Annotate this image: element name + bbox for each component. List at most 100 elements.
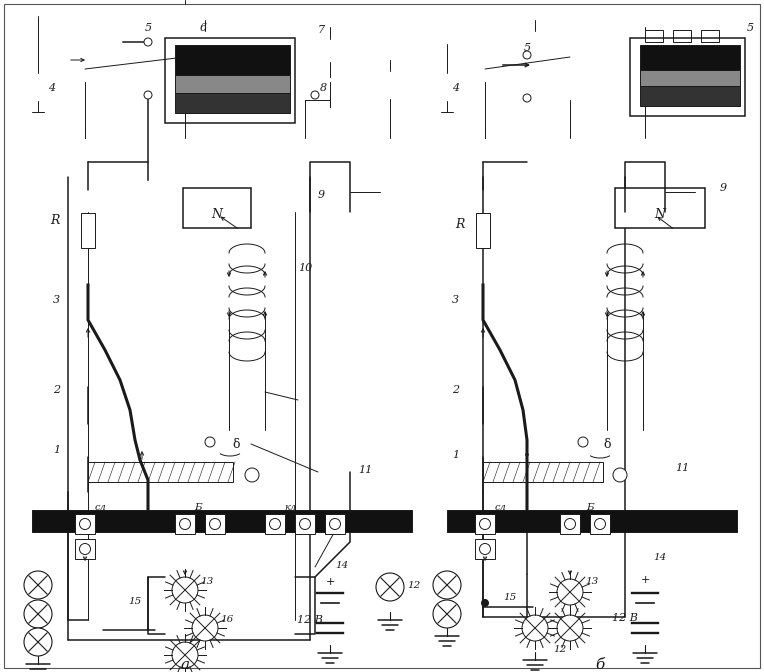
Text: 5: 5 [523, 43, 530, 53]
Bar [183, 188, 251, 228]
Circle shape [192, 615, 218, 641]
Bar [165, 38, 295, 123]
Text: 16: 16 [220, 616, 233, 624]
Text: 11: 11 [358, 465, 372, 475]
Text: б: б [595, 658, 604, 672]
Circle shape [480, 544, 490, 554]
Text: 12 В: 12 В [612, 613, 638, 623]
Bar [645, 30, 663, 42]
Text: 14: 14 [653, 554, 666, 562]
Bar [325, 514, 345, 534]
Text: +: + [640, 575, 649, 585]
Text: 2: 2 [452, 385, 459, 395]
Text: 15: 15 [128, 597, 141, 607]
Bar [265, 514, 285, 534]
Text: сл: сл [494, 503, 506, 513]
Bar [560, 514, 580, 534]
Circle shape [481, 599, 488, 607]
Circle shape [480, 519, 490, 530]
Circle shape [433, 600, 461, 628]
Text: δ: δ [603, 439, 610, 452]
Text: Б: Б [586, 503, 594, 513]
Circle shape [270, 519, 280, 530]
Circle shape [172, 577, 198, 603]
Text: 12: 12 [407, 581, 420, 589]
Circle shape [209, 519, 221, 530]
Bar [630, 38, 745, 116]
Circle shape [329, 519, 341, 530]
Circle shape [299, 519, 310, 530]
Circle shape [523, 51, 531, 59]
Circle shape [433, 571, 461, 599]
Bar [640, 70, 740, 86]
Bar [75, 539, 95, 559]
Bar [475, 514, 495, 534]
Text: а: а [180, 658, 189, 672]
Text: 5: 5 [144, 23, 151, 33]
Text: δ: δ [232, 439, 239, 452]
Text: R: R [455, 218, 465, 231]
Bar [175, 45, 290, 75]
Text: Б: Б [194, 503, 202, 513]
Circle shape [172, 642, 198, 668]
Text: 12: 12 [553, 646, 566, 655]
Bar [673, 30, 691, 42]
Circle shape [205, 437, 215, 447]
Text: R: R [50, 214, 60, 226]
Text: N: N [212, 208, 222, 222]
Text: 15: 15 [503, 593, 516, 603]
Bar [640, 86, 740, 106]
Circle shape [557, 615, 583, 641]
Bar [640, 45, 740, 70]
Text: 1: 1 [53, 445, 60, 455]
Text: 8: 8 [320, 83, 327, 93]
Circle shape [79, 519, 90, 530]
Bar [88, 462, 233, 482]
Text: 9: 9 [720, 183, 727, 193]
Circle shape [594, 519, 606, 530]
Circle shape [144, 38, 152, 46]
Bar [75, 514, 95, 534]
Circle shape [311, 91, 319, 99]
Bar [483, 462, 603, 482]
Bar [205, 514, 225, 534]
Text: сл: сл [94, 503, 106, 513]
Bar [32, 510, 412, 532]
Text: +: + [325, 577, 335, 587]
Bar [175, 93, 290, 113]
Circle shape [24, 571, 52, 599]
Bar [175, 75, 290, 93]
Bar [175, 514, 195, 534]
Bar [295, 514, 315, 534]
Circle shape [376, 573, 404, 601]
Text: 4: 4 [48, 83, 55, 93]
Circle shape [578, 437, 588, 447]
Bar [701, 30, 719, 42]
Text: 13: 13 [585, 577, 598, 587]
Text: 1: 1 [452, 450, 459, 460]
Text: 9: 9 [318, 190, 325, 200]
Text: 6: 6 [200, 23, 207, 33]
Circle shape [79, 544, 90, 554]
Text: кл: кл [284, 503, 296, 513]
Circle shape [245, 468, 259, 482]
Bar [590, 514, 610, 534]
Bar [476, 212, 490, 247]
Circle shape [24, 628, 52, 656]
Bar [475, 539, 495, 559]
Bar [447, 510, 737, 532]
Text: 12 В: 12 В [297, 615, 323, 625]
Circle shape [523, 94, 531, 102]
Bar [81, 212, 95, 247]
Text: 14: 14 [335, 560, 348, 569]
Text: 3: 3 [53, 295, 60, 305]
Circle shape [522, 615, 548, 641]
Text: 7: 7 [318, 25, 325, 35]
Text: 4: 4 [452, 83, 459, 93]
Circle shape [613, 468, 627, 482]
Circle shape [180, 519, 190, 530]
Text: 11: 11 [675, 463, 689, 473]
Circle shape [557, 579, 583, 605]
Text: 5: 5 [746, 23, 753, 33]
Circle shape [144, 91, 152, 99]
